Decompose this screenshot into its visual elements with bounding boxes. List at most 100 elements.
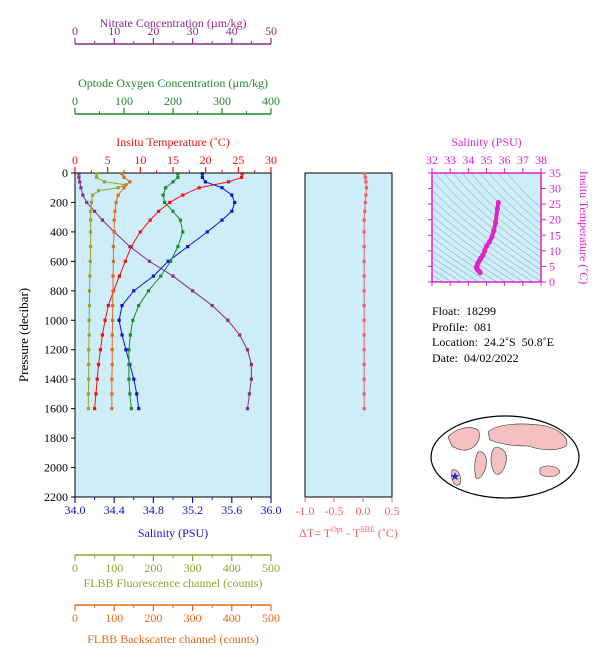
backscatter-point (122, 175, 126, 180)
delta-axis-label-part: ΔT= T (299, 526, 332, 540)
ts-density-contour (488, 173, 541, 225)
backscatter-point (111, 303, 115, 308)
pressure-tick-label: 2000 (44, 461, 68, 475)
ts-density-contour (432, 206, 534, 282)
backscatter-point (111, 245, 116, 249)
nitrate-tick-label: 0 (72, 24, 78, 38)
delta-t-point (362, 318, 366, 322)
oxygen-point (127, 348, 131, 352)
backscatter-point (112, 218, 116, 222)
map-landmass (490, 447, 507, 475)
delta-t-point (362, 289, 366, 293)
oxygen-point (171, 209, 175, 213)
backscatter-point (116, 193, 120, 197)
pressure-tick-label: 2200 (44, 490, 68, 504)
temperature-point (157, 209, 161, 213)
fluorescence-point (88, 259, 92, 263)
delta-t-point (363, 172, 367, 176)
oxygen-point (176, 175, 180, 180)
ts-y-tick-label: 20 (549, 213, 561, 227)
temperature-tick-label: 30 (265, 153, 277, 167)
temperature-tick-label: 10 (134, 153, 146, 167)
salinity-axis-label: Salinity (PSU) (138, 526, 208, 540)
fluorescence-point (87, 289, 92, 293)
oxygen-point (163, 200, 167, 205)
salinity-tick-label: 36.0 (261, 503, 282, 517)
delta-t-point (362, 274, 366, 278)
ts-density-contour (432, 256, 471, 282)
salinity-point (220, 186, 224, 190)
ts-density-contour (432, 198, 541, 282)
backscatter-tick-label: 300 (184, 611, 202, 625)
salinity-point (230, 209, 234, 213)
salinity-point (166, 259, 170, 263)
fluorescence-tick-label: 400 (223, 561, 241, 575)
delta-tick-label: -1.0 (296, 504, 315, 518)
ts-density-contour (443, 173, 541, 258)
delta-t-point (362, 348, 366, 352)
salinity-point (200, 172, 204, 176)
ts-point (492, 220, 499, 226)
oxygen-point (178, 218, 182, 222)
fluorescence-point (88, 274, 92, 278)
ts-density-contour (506, 173, 541, 209)
ts-point (482, 248, 488, 254)
salinity-point (233, 200, 237, 205)
fluorescence-tick-label: 200 (144, 561, 162, 575)
fluorescence-point (96, 189, 101, 193)
backscatter-point (112, 230, 116, 234)
backscatter-point (110, 392, 114, 396)
backscatter-tick-label: 0 (72, 611, 78, 625)
delta-t-point (364, 180, 368, 184)
nitrate-point (245, 348, 250, 352)
temperature-point (98, 348, 103, 352)
ts-density-contour (432, 268, 453, 282)
oxygen-point (131, 318, 135, 322)
date-label: Date: (432, 350, 458, 365)
fluorescence-axis-label: FLBB Fluorescence channel (counts) (84, 576, 263, 590)
oxygen-point (146, 289, 151, 293)
float-value: 18299 (466, 304, 497, 318)
oxygen-point (164, 186, 168, 190)
pressure-tick-label: 600 (50, 254, 68, 268)
temperature-point (138, 230, 142, 234)
backscatter-point (128, 180, 132, 184)
fluorescence-point (89, 230, 93, 234)
ts-point (486, 239, 492, 245)
profile-label: Profile: (432, 319, 468, 334)
ts-x-tick-label: 36 (499, 153, 511, 167)
oxygen-point (176, 245, 180, 249)
map-landmass (487, 423, 568, 451)
fluorescence-tick-label: 100 (105, 561, 123, 575)
backscatter-point (110, 407, 114, 411)
salinity-point (151, 274, 155, 278)
ts-point (489, 234, 495, 240)
pressure-tick-label: 1600 (44, 402, 68, 416)
temperature-point (100, 333, 105, 337)
backscatter-tick-label: 500 (262, 611, 280, 625)
fluorescence-point (87, 303, 92, 308)
backscatter-point (110, 362, 114, 367)
oxygen-point (128, 392, 132, 396)
salinity-point (230, 193, 234, 197)
delta-tick-label: 0.0 (356, 504, 371, 518)
float-label: Float: (432, 304, 461, 318)
date-value: 04/02/2022 (464, 350, 519, 365)
delta-t-point (364, 193, 368, 197)
ts-density-contour (432, 243, 489, 282)
delta-axis-label-sup: SBE (360, 525, 375, 534)
temperature-point (148, 218, 152, 222)
salinity-point (137, 407, 141, 411)
temperature-point (168, 200, 172, 205)
map-landmass (474, 451, 487, 479)
fluorescence-point (87, 318, 91, 322)
temperature-point (106, 303, 110, 308)
nitrate-point (249, 377, 253, 381)
nitrate-point (79, 186, 83, 190)
pressure-tick-label: 200 (50, 195, 68, 209)
fluorescence-point (87, 348, 91, 352)
salinity-point (186, 245, 190, 249)
nitrate-point (245, 407, 250, 411)
